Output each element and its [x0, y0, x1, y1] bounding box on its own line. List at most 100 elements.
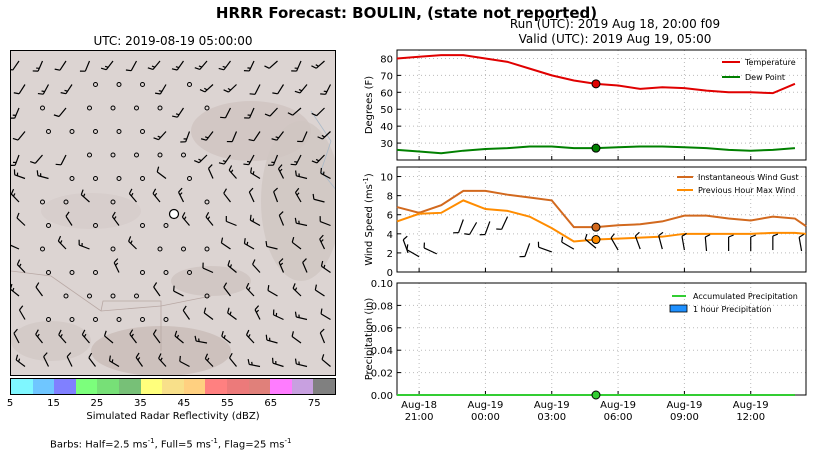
barb-feather [292, 283, 296, 289]
barb-feather [295, 170, 297, 176]
barb-staff [18, 84, 26, 95]
wind-barb [153, 282, 161, 297]
barb-staff [245, 287, 255, 297]
calm-wind-marker [93, 223, 98, 228]
colorbar-tick-label: 25 [90, 398, 104, 409]
wind-barb [319, 216, 331, 227]
wind-barb [464, 222, 478, 236]
barb-feather [294, 187, 300, 193]
wind-barb [204, 353, 214, 367]
barb-staff [221, 335, 231, 344]
wind-barb [205, 211, 214, 226]
calm-wind-marker [93, 176, 98, 181]
barb-note-flag: , Flag=25 ms [217, 439, 285, 451]
barb-staff [223, 192, 231, 203]
plot-frame [396, 49, 807, 161]
y-tick-label: 4 [387, 230, 393, 241]
barb-staff [610, 237, 619, 251]
colorbar-tick-label: 55 [220, 398, 234, 409]
barb-feather [153, 137, 159, 141]
wind-barb [220, 107, 232, 119]
barb-half-feather [247, 114, 251, 116]
barb-staff [156, 171, 167, 179]
barb-feather [320, 93, 326, 95]
calm-wind-marker [93, 317, 98, 322]
barb-feather [81, 329, 86, 335]
wind-barb [199, 84, 214, 93]
barb-staff [296, 60, 302, 72]
wind-barb [294, 84, 308, 94]
barb-staff [109, 360, 120, 368]
colorbar-swatch [97, 379, 119, 394]
colorbar-tick-label: 15 [47, 398, 60, 409]
barb-staff [227, 265, 237, 273]
wind-barb [271, 357, 284, 368]
barb-half-feather [151, 65, 156, 68]
x-tick-label-date: Aug-19 [666, 400, 702, 411]
barb-feather [268, 164, 274, 166]
barb-feather [223, 89, 229, 93]
wind-barb [264, 107, 278, 117]
barb-feather [16, 259, 21, 265]
wind-barb [243, 154, 255, 166]
barb-half-feather [322, 171, 325, 175]
y-axis-label-sup: -1 [362, 177, 370, 184]
barb-feather [265, 240, 268, 247]
barb-staff [223, 60, 231, 71]
barb-feather [252, 259, 256, 265]
barb-feather [464, 233, 470, 236]
wind-barb [128, 236, 137, 250]
barb-staff [205, 216, 214, 226]
terrain-shade [11, 321, 91, 361]
barb-half-feather [246, 160, 251, 163]
barb-staff [423, 247, 438, 255]
wind-barb [681, 232, 687, 251]
barb-feather [227, 307, 230, 314]
calm-wind-marker [93, 270, 98, 275]
barb-half-feather [18, 263, 22, 268]
wind-barb [54, 60, 67, 71]
wind-barb [228, 165, 237, 179]
barb-feather [227, 260, 231, 266]
barb-feather [194, 335, 197, 342]
wind-barb [311, 154, 325, 164]
barb-staff [226, 220, 237, 227]
x-tick-label-time: 21:00 [405, 412, 434, 423]
run-valid-title: Run (UTC): 2019 Aug 18, 20:00 f09 Valid … [470, 17, 760, 47]
calm-wind-marker [116, 82, 122, 87]
barb-feather [728, 234, 734, 238]
barb-staff [248, 154, 255, 165]
wind-barb [634, 231, 641, 250]
barb-feather [635, 231, 640, 237]
wind-barb [314, 284, 325, 297]
calm-wind-marker [157, 152, 163, 158]
barb-staff [277, 84, 285, 95]
barb-feather [244, 117, 250, 119]
barb-feather [173, 285, 175, 292]
calm-wind-marker [110, 105, 116, 111]
wind-barb [248, 187, 255, 203]
barb-staff [177, 191, 185, 203]
barb-half-feather [247, 67, 251, 69]
barb-feather [311, 65, 317, 69]
plot-frame [396, 166, 807, 273]
barb-staff [292, 107, 302, 116]
barb-half-feather [59, 240, 63, 244]
barb-note-sup2: -1 [210, 437, 218, 445]
wind-barb [772, 233, 779, 251]
barb-feather [265, 334, 268, 341]
wind-barb [479, 221, 491, 236]
wind-barb [218, 154, 231, 165]
barb-staff [18, 309, 26, 320]
barb-half-feather [104, 65, 109, 68]
barb-feather [317, 136, 323, 140]
wind-barb [65, 211, 73, 226]
barb-staff [11, 193, 20, 203]
barb-feather [291, 236, 295, 243]
calm-wind-marker [93, 129, 98, 134]
wind-barb [154, 84, 167, 95]
wind-barb [200, 131, 214, 141]
barb-feather [264, 65, 270, 69]
barb-half-feather [12, 114, 16, 116]
barb-staff [84, 60, 91, 72]
